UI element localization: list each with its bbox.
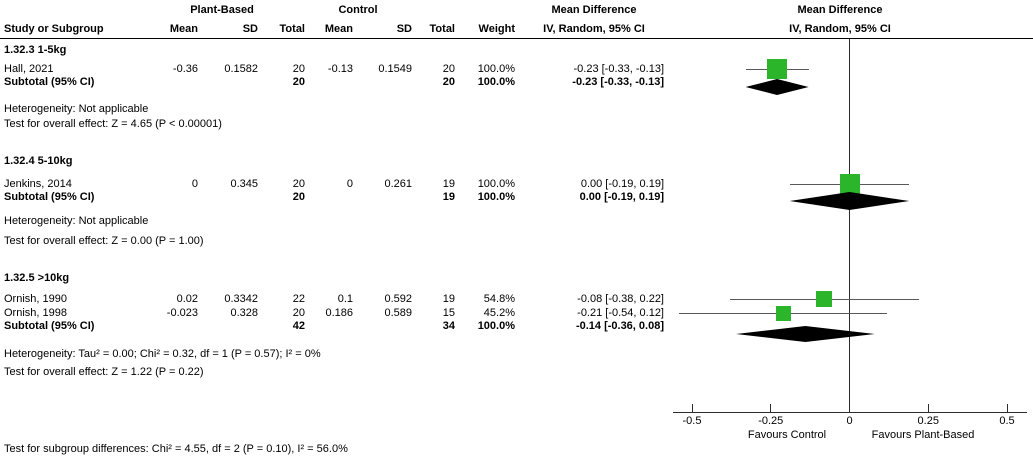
plant-total: 20 (292, 63, 305, 75)
axis-tick-label: -0.5 (682, 415, 702, 427)
subtotal-weight: 100.0% (477, 76, 515, 88)
subtotal-plant-total: 20 (292, 191, 305, 203)
plant-sd: 0.345 (230, 178, 258, 190)
favours-right-label: Favours Plant-Based (871, 429, 975, 441)
study-weight: 100.0% (477, 63, 515, 75)
zero-reference-line (849, 39, 850, 412)
plot-md-ci: IV, Random, 95% CI (789, 23, 891, 35)
col-md-ci: IV, Random, 95% CI (543, 23, 645, 35)
plant-total: 20 (292, 178, 305, 190)
subtotal-diamond (789, 192, 910, 210)
control-total: 19 (442, 293, 455, 305)
control-mean: 0.1 (337, 293, 353, 305)
effect-square (839, 174, 860, 194)
col-plant-sd: SD (242, 23, 258, 35)
overall-effect-text: Test for overall effect: Z = 0.00 (P = 1… (4, 235, 204, 247)
control-total: 19 (442, 178, 455, 190)
subtotal-ci-text: -0.23 [-0.33, -0.13] (572, 76, 664, 88)
subtotal-weight: 100.0% (477, 320, 515, 332)
md-column-title: Mean Difference (551, 4, 637, 16)
plant-sd: 0.3342 (224, 293, 258, 305)
effect-square (767, 59, 788, 79)
subtotal-label: Subtotal (95% CI) (4, 191, 95, 203)
group-header-control: Control (338, 4, 378, 16)
study-ci-text: -0.23 [-0.33, -0.13] (573, 63, 665, 75)
plant-total: 20 (292, 307, 305, 319)
axis-tick-label: -0.25 (758, 415, 784, 427)
overall-effect-text: Test for overall effect: Z = 4.65 (P < 0… (4, 118, 222, 130)
plant-sd: 0.1582 (224, 63, 258, 75)
study-weight: 54.8% (483, 293, 515, 305)
col-study-or-subgroup: Study or Subgroup (4, 23, 104, 35)
axis-tick-label: 0.5 (999, 415, 1015, 427)
plant-sd: 0.328 (230, 307, 258, 319)
col-control-sd: SD (396, 23, 412, 35)
study-label: Jenkins, 2014 (4, 178, 72, 190)
subtotal-control-total: 20 (442, 76, 455, 88)
axis-tick (691, 404, 693, 412)
col-plant-mean: Mean (169, 23, 198, 35)
axis-tick (770, 404, 772, 412)
axis-tick (1006, 404, 1008, 412)
effect-square (775, 305, 791, 321)
control-sd: 0.261 (384, 178, 412, 190)
col-control-total: Total (429, 23, 455, 35)
axis-tick-label: 0 (846, 415, 853, 427)
control-sd: 0.1549 (378, 63, 412, 75)
md-plot-title: Mean Difference (797, 4, 883, 16)
study-label: Ornish, 1990 (4, 293, 67, 305)
axis-tick-label: 0.25 (917, 415, 939, 427)
plant-mean: 0 (191, 178, 198, 190)
subtotal-weight: 100.0% (477, 191, 515, 203)
heterogeneity-text: Heterogeneity: Not applicable (4, 215, 149, 227)
control-sd: 0.592 (384, 293, 412, 305)
study-ci-text: -0.08 [-0.38, 0.22] (577, 293, 664, 305)
subgroup-heading: 1.32.4 5-10kg (4, 155, 73, 167)
heterogeneity-text: Heterogeneity: Tau² = 0.00; Chi² = 0.32,… (4, 348, 321, 360)
plant-mean: -0.023 (166, 307, 198, 319)
study-weight: 45.2% (483, 307, 515, 319)
subtotal-diamond (736, 326, 875, 342)
study-weight: 100.0% (477, 178, 515, 190)
overall-effect-text: Test for overall effect: Z = 1.22 (P = 0… (4, 366, 204, 378)
control-mean: 0.186 (325, 307, 353, 319)
group-header-plant-based: Plant-Based (190, 4, 254, 16)
control-total: 15 (442, 307, 455, 319)
col-weight: Weight (478, 23, 515, 35)
study-label: Hall, 2021 (4, 63, 54, 75)
study-label: Ornish, 1998 (4, 307, 67, 319)
favours-left-label: Favours Control (747, 429, 827, 441)
plant-mean: 0.02 (176, 293, 198, 305)
control-total: 20 (442, 63, 455, 75)
control-mean: -0.13 (327, 63, 353, 75)
col-plant-total: Total (279, 23, 305, 35)
study-ci-text: 0.00 [-0.19, 0.19] (580, 178, 664, 190)
subtotal-control-total: 34 (442, 320, 455, 332)
subtotal-label: Subtotal (95% CI) (4, 76, 95, 88)
subtotal-label: Subtotal (95% CI) (4, 320, 95, 332)
subgroup-heading: 1.32.3 1-5kg (4, 44, 67, 56)
x-axis-line (673, 412, 1027, 413)
plant-mean: -0.36 (172, 63, 198, 75)
col-control-mean: Mean (324, 23, 353, 35)
subtotal-plant-total: 20 (292, 76, 305, 88)
subtotal-control-total: 19 (442, 191, 455, 203)
axis-tick (927, 404, 929, 412)
subtotal-plant-total: 42 (292, 320, 305, 332)
subgroup-differences-text: Test for subgroup differences: Chi² = 4.… (4, 443, 348, 455)
subtotal-ci-text: 0.00 [-0.19, 0.19] (579, 191, 664, 203)
plant-total: 22 (292, 293, 305, 305)
subtotal-diamond (745, 79, 809, 95)
control-mean: 0 (346, 178, 353, 190)
subgroup-heading: 1.32.5 >10kg (4, 272, 70, 284)
control-sd: 0.589 (384, 307, 412, 319)
subtotal-ci-text: -0.14 [-0.36, 0.08] (575, 320, 664, 332)
header-divider (0, 38, 1033, 39)
heterogeneity-text: Heterogeneity: Not applicable (4, 103, 149, 115)
effect-square (816, 291, 833, 307)
study-ci-text: -0.21 [-0.54, 0.12] (577, 307, 664, 319)
